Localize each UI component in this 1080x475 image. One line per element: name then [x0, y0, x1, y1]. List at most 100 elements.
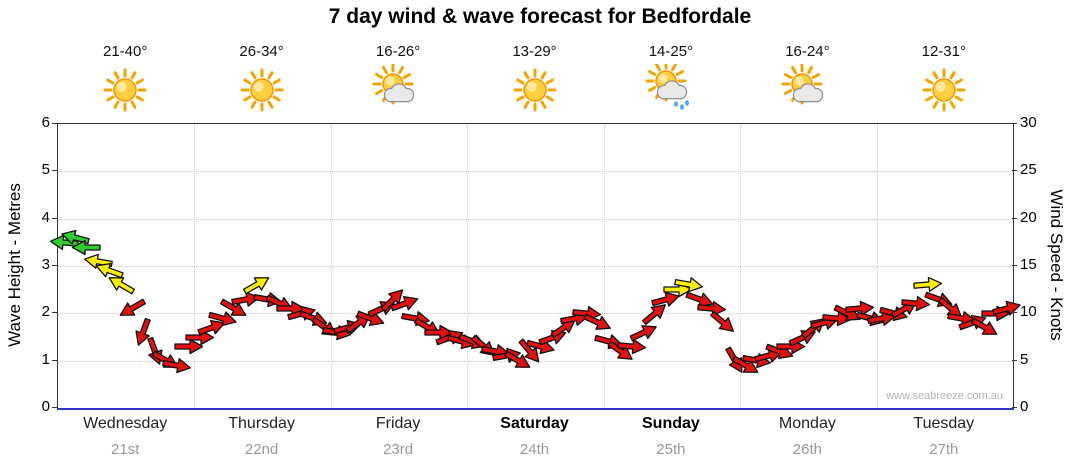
day-temperature: 12-31° — [921, 43, 966, 60]
wave-height-tick-label: 4 — [41, 208, 50, 226]
weather-icon-slot — [372, 63, 424, 116]
day-temperature: 13-29° — [512, 43, 557, 60]
right-tick-mark — [1012, 359, 1017, 361]
day-temperature: 14-25° — [648, 43, 694, 60]
day-date-label: 27th — [929, 441, 959, 458]
day-name-label: Wednesday — [83, 415, 168, 432]
weather-icon-slot — [236, 64, 288, 116]
weather-icon-slot — [781, 63, 833, 116]
wind-arrow — [710, 311, 735, 333]
day-date-label: 23rd — [383, 441, 414, 458]
wind-arrow — [696, 301, 726, 317]
weather-icon-slot — [99, 64, 151, 116]
wind-arrow — [674, 277, 703, 293]
wind-arrow — [108, 277, 135, 295]
sunny-weather-icon — [922, 68, 966, 112]
wind-arrow — [607, 340, 633, 360]
wind-arrow — [381, 288, 404, 312]
day-temperature: 21-40° — [103, 43, 148, 60]
wind-arrow — [135, 317, 152, 346]
watermark: www.seabreeze.com.au — [886, 390, 1003, 402]
wind-speed-tick-label: 10 — [1020, 303, 1037, 321]
right-tick-mark — [1012, 170, 1017, 172]
weather-icon-slot — [645, 60, 697, 116]
day-name-label: Thursday — [228, 415, 295, 432]
gridline-horizontal — [58, 360, 1013, 362]
gridline-horizontal — [58, 171, 1013, 173]
wind-arrow — [912, 277, 942, 293]
wave-height-tick-label: 2 — [41, 303, 50, 321]
day-temperature: 26-34° — [239, 43, 284, 60]
wave-height-tick-label: 0 — [41, 398, 50, 415]
wind-arrow — [504, 350, 531, 369]
wind-arrow — [162, 358, 192, 374]
wind-arrow — [72, 239, 102, 255]
gridline-day-boundary — [603, 124, 605, 408]
wind-arrow — [970, 317, 997, 335]
day-date-label: 21st — [111, 441, 140, 458]
wind-arrow — [685, 291, 714, 307]
left-tick-mark — [52, 123, 57, 124]
right-tick-mark — [1012, 265, 1017, 266]
rain-weather-icon — [645, 60, 689, 110]
weather-icon-slot — [918, 64, 970, 116]
left-tick-mark — [52, 265, 57, 266]
gridline-day-boundary — [330, 124, 332, 408]
wind-arrow — [174, 338, 203, 355]
wind-arrow — [242, 277, 270, 295]
day-name-label: Sunday — [641, 415, 700, 432]
left-tick-mark — [52, 170, 57, 172]
wind-arrow — [95, 263, 124, 279]
wind-arrow — [583, 313, 611, 331]
wind-speed-tick-label: 0 — [1020, 398, 1029, 415]
sunny-weather-icon — [240, 68, 284, 112]
wind-arrow — [651, 291, 680, 307]
left-tick-mark — [52, 312, 57, 314]
wind-arrow — [390, 296, 419, 312]
wind-arrow — [518, 338, 540, 363]
day-name-label: Friday — [375, 415, 421, 432]
gridline-horizontal — [58, 313, 1013, 315]
wind-arrow — [617, 338, 647, 355]
day-date-label: 24th — [519, 441, 550, 458]
left-tick-mark — [52, 407, 57, 408]
wind-arrow — [230, 291, 260, 307]
sunny-weather-icon — [103, 68, 147, 112]
partly-weather-icon — [781, 63, 824, 105]
wind-arrow — [629, 324, 657, 342]
day-name-label: Tuesday — [913, 415, 975, 432]
right-tick-mark — [1012, 123, 1017, 124]
wind-arrow — [345, 314, 372, 334]
gridline-day-boundary — [467, 124, 469, 408]
day-date-label: 25th — [656, 441, 686, 458]
wind-speed-tick-label: 30 — [1020, 114, 1037, 131]
wind-arrow — [61, 229, 90, 245]
wave-height-tick-label: 1 — [41, 350, 50, 368]
wave-height-tick-label: 3 — [41, 256, 50, 273]
right-tick-mark — [1012, 217, 1017, 219]
day-date-label: 26th — [792, 441, 822, 458]
day-name-label: Monday — [778, 415, 836, 432]
wind-arrow — [220, 298, 247, 316]
right-tick-mark — [1012, 312, 1017, 314]
day-temperature: 16-24° — [785, 43, 830, 60]
weather-icon-slot — [509, 64, 561, 116]
wind-arrow — [119, 298, 146, 316]
gridline-horizontal — [58, 266, 1013, 267]
gridline-day-boundary — [740, 124, 742, 408]
gridline-day-boundary — [876, 124, 878, 408]
wind-arrow — [641, 303, 666, 325]
wind-arrow — [992, 300, 1021, 316]
wave-height-tick-label: 6 — [41, 114, 50, 131]
wave-height-tick-label: 5 — [41, 161, 50, 179]
wind-arrow — [844, 300, 874, 317]
right-tick-mark — [1012, 407, 1017, 408]
day-date-label: 22nd — [244, 441, 279, 458]
left-tick-mark — [52, 217, 57, 219]
wind-arrow — [901, 296, 931, 312]
left-tick-mark — [52, 359, 57, 361]
partly-weather-icon — [372, 63, 415, 105]
plot-area: www.seabreeze.com.au — [49, 123, 1021, 410]
gridline-day-boundary — [194, 124, 196, 408]
